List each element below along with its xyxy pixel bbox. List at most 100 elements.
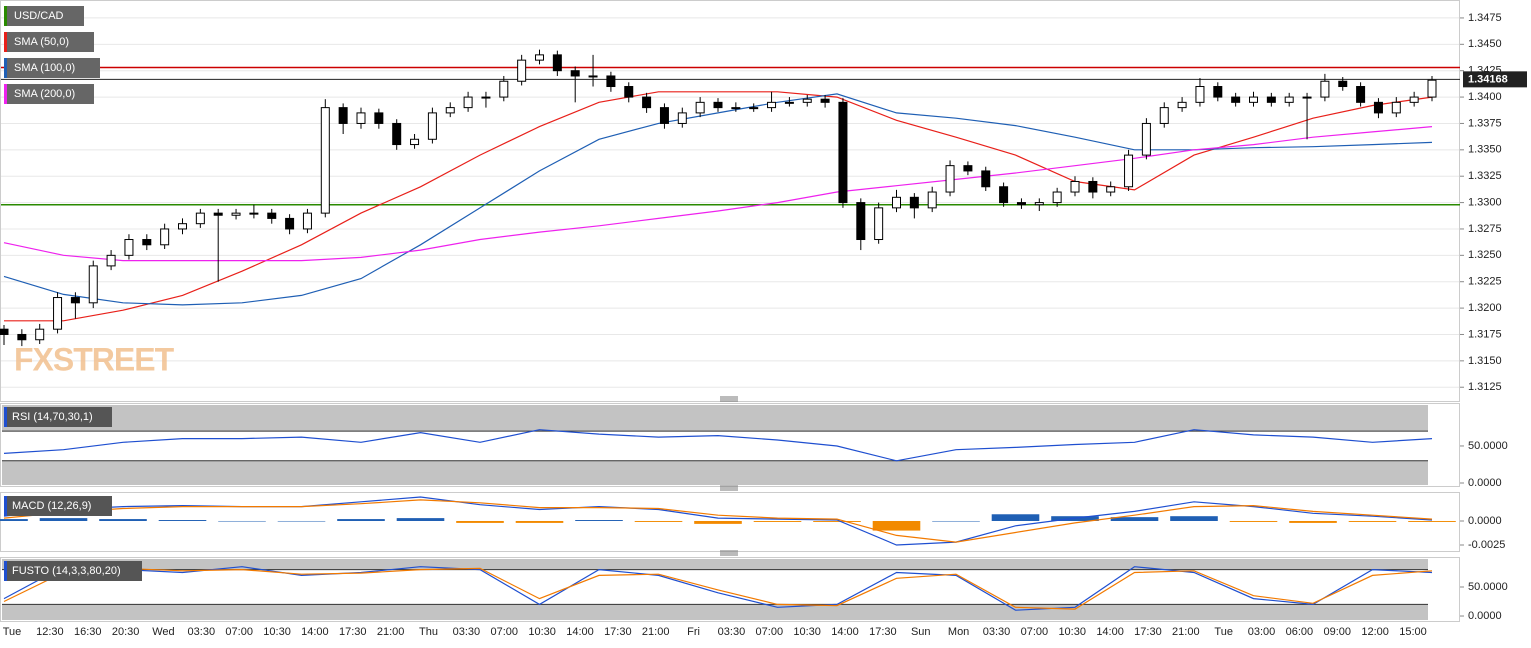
- series-line: [3, 499, 1433, 543]
- legend-box: [4, 6, 84, 26]
- x-tick-label: 17:30: [604, 626, 632, 638]
- x-tick-label: 10:30: [1058, 626, 1086, 638]
- candle-body: [285, 217, 295, 230]
- histogram-bar: [515, 520, 564, 523]
- y-tick-label: 1.3225: [1468, 276, 1502, 288]
- x-axis: [0, 622, 1460, 643]
- x-tick-label: 12:00: [1361, 626, 1389, 638]
- histogram-bar: [337, 519, 385, 521]
- candle-body: [410, 138, 420, 146]
- y-tick-label: 1.3350: [1468, 144, 1502, 156]
- candle-body: [427, 112, 437, 140]
- series-line: [3, 567, 1433, 610]
- price-tag: [1463, 71, 1527, 88]
- histogram-bar: [1348, 520, 1397, 522]
- candle-body: [88, 265, 98, 304]
- candle-body: [588, 75, 598, 78]
- candle-body: [481, 96, 491, 99]
- histogram-bar: [158, 520, 207, 521]
- candle-body: [820, 98, 830, 103]
- histogram-bar: [277, 520, 326, 522]
- histogram-bar: [1110, 517, 1159, 521]
- candle-body: [963, 165, 973, 172]
- x-tick-label: 03:00: [1248, 626, 1276, 638]
- histogram-bar: [1408, 520, 1456, 522]
- candle-body: [195, 212, 205, 225]
- candle-body: [1016, 202, 1026, 206]
- histogram-bar: [575, 520, 623, 521]
- y-tick-label: 1.3300: [1468, 196, 1502, 208]
- histogram-bar: [218, 520, 266, 522]
- candle-body: [53, 297, 63, 330]
- histogram-bar: [1229, 520, 1278, 522]
- panel-handle: [720, 396, 738, 402]
- x-tick-label: 10:30: [528, 626, 556, 638]
- candle-body: [302, 212, 312, 230]
- candle-body: [267, 212, 277, 219]
- y-tick-label: 0.0000: [1468, 477, 1502, 489]
- histogram-bar: [1170, 516, 1218, 521]
- candle-body: [570, 70, 580, 77]
- candle-body: [767, 101, 777, 109]
- lower-band: [2, 604, 1428, 620]
- candle-body: [35, 328, 45, 341]
- y-tick-label: 1.3150: [1468, 355, 1502, 367]
- candle-body: [1159, 107, 1169, 124]
- candle-body: [856, 202, 866, 241]
- candle-body: [535, 54, 544, 61]
- series-line: [3, 566, 1433, 611]
- candle-body: [1070, 180, 1080, 193]
- legend-swatch: [4, 6, 7, 26]
- histogram-bar: [813, 520, 861, 522]
- upper-band: [2, 405, 1428, 432]
- y-tick-label: 1.3450: [1468, 38, 1502, 50]
- y-tick-label: 1.3125: [1468, 381, 1502, 393]
- legend-label: FUSTO (14,3,3,80,20): [12, 565, 121, 577]
- price-tag-label: 1.34168: [1468, 73, 1508, 85]
- legend-box: [4, 32, 94, 52]
- candle-body: [124, 239, 134, 256]
- candle-body: [945, 165, 955, 193]
- y-tick-label: 1.3475: [1468, 12, 1502, 24]
- legend-label: USD/CAD: [14, 10, 64, 22]
- candle-body: [624, 86, 634, 98]
- x-tick-label: 21:00: [377, 626, 405, 638]
- x-tick-label: Sun: [911, 626, 931, 638]
- y-tick-label: 1.3200: [1468, 302, 1502, 314]
- candle-body: [249, 212, 259, 215]
- x-tick-label: 14:00: [566, 626, 594, 638]
- panel: [0, 0, 1460, 402]
- y-tick-label: -0.0025: [1468, 539, 1505, 551]
- x-tick-label: 07:00: [225, 626, 253, 638]
- legend-box: [4, 84, 94, 104]
- candle-body: [713, 101, 723, 109]
- candle-body: [213, 212, 223, 216]
- y-tick-label: 1.3325: [1468, 170, 1502, 182]
- candle-body: [1177, 101, 1187, 109]
- candle-body: [1266, 96, 1276, 103]
- candle-body: [1373, 101, 1383, 114]
- legend-label: SMA (50,0): [14, 36, 69, 48]
- candle-body: [142, 239, 152, 246]
- y-tick-label: 0.0000: [1468, 515, 1502, 527]
- candle-body: [1231, 96, 1241, 103]
- series-line: [3, 126, 1433, 262]
- y-tick-label: 1.3250: [1468, 249, 1502, 261]
- candle-body: [445, 107, 455, 114]
- candle-body: [909, 196, 919, 209]
- upper-band: [2, 559, 1428, 570]
- panel-handle: [720, 550, 738, 556]
- legend-swatch: [4, 561, 7, 581]
- candle-body: [1427, 79, 1437, 98]
- candle-body: [1320, 80, 1330, 98]
- x-tick-label: Thu: [419, 626, 438, 638]
- panel-handle: [720, 485, 738, 491]
- candle-body: [838, 101, 848, 204]
- candle-body: [178, 223, 187, 230]
- candle-body: [0, 328, 9, 335]
- series-line: [3, 429, 1433, 462]
- candle-body: [517, 59, 527, 82]
- x-tick-label: 16:30: [74, 626, 102, 638]
- candle-body: [999, 186, 1009, 204]
- candle-body: [981, 170, 991, 188]
